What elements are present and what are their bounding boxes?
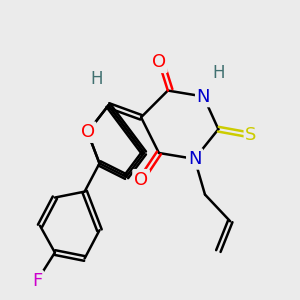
Text: H: H — [90, 70, 103, 88]
Text: F: F — [32, 272, 42, 290]
Text: H: H — [212, 64, 225, 82]
Text: S: S — [245, 126, 257, 144]
Text: O: O — [134, 171, 148, 189]
Text: O: O — [80, 123, 94, 141]
Text: N: N — [197, 88, 210, 106]
Text: O: O — [152, 53, 166, 71]
Text: N: N — [188, 150, 201, 168]
